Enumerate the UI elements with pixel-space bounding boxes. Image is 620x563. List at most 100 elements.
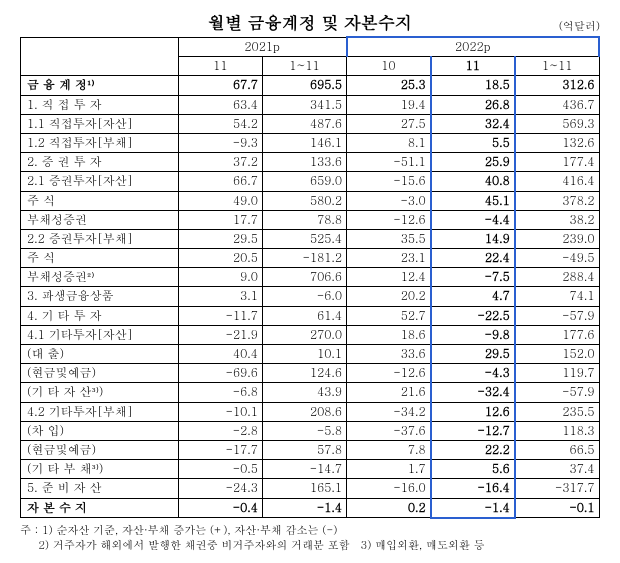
cell: 341.5 <box>262 95 346 114</box>
row-label: 5. 준 비 자 산 <box>21 479 179 498</box>
page-title: 월별 금융계정 및 자본수지 <box>20 10 600 34</box>
cell: -1.4 <box>262 498 346 518</box>
header-2021-c0: 11 <box>178 57 262 76</box>
cell: 52.7 <box>347 306 431 325</box>
cell: 20.2 <box>347 287 431 306</box>
table-row: 4. 기 타 투 자-11.761.452.7-22.5-57.9 <box>21 306 600 325</box>
table-row: (현금및예금)-69.6124.6-12.6-4.3119.7 <box>21 364 600 383</box>
table-row: (기 타 자 산³⁾)-6.843.921.6-32.4-57.9 <box>21 383 600 402</box>
table-header: 2021p 2022p 11 1~11 10 11 1~11 <box>21 37 600 76</box>
cell: 152.0 <box>515 345 599 364</box>
header-2021-c1: 1~11 <box>262 57 346 76</box>
table-row: (대 출)40.410.133.629.5152.0 <box>21 345 600 364</box>
cell: -49.5 <box>515 249 599 268</box>
cell: 29.5 <box>431 345 515 364</box>
table-row: 2.1 증권투자[자산]66.7659.0-15.640.8416.4 <box>21 172 600 191</box>
cell: -6.8 <box>178 383 262 402</box>
cell: -6.0 <box>262 287 346 306</box>
cell: 7.8 <box>347 440 431 459</box>
table-row: 4.2 기타투자[부채]-10.1208.6-34.212.6235.5 <box>21 402 600 421</box>
row-label: 주 식 <box>21 191 179 210</box>
row-label: (차 입) <box>21 421 179 440</box>
cell: 33.6 <box>347 345 431 364</box>
cell: 21.6 <box>347 383 431 402</box>
cell: 9.0 <box>178 268 262 287</box>
cell: 1.7 <box>347 460 431 479</box>
cell: 416.4 <box>515 172 599 191</box>
cell: -57.9 <box>515 383 599 402</box>
cell: 66.7 <box>178 172 262 191</box>
footnotes: 주 : 1) 순자산 기준, 자산·부채 증가는 (+), 자산·부채 감소는 … <box>20 523 600 554</box>
table-row: (기 타 부 채³⁾)-0.5-14.71.75.637.4 <box>21 460 600 479</box>
cell: -12.6 <box>347 364 431 383</box>
cell: 49.0 <box>178 191 262 210</box>
cell: -16.0 <box>347 479 431 498</box>
cell: 12.4 <box>347 268 431 287</box>
data-table: 2021p 2022p 11 1~11 10 11 1~11 금 융 계 정¹⁾… <box>20 36 600 519</box>
table-row: 주 식20.5-181.223.122.4-49.5 <box>21 249 600 268</box>
header-blank <box>21 37 179 76</box>
cell: 40.4 <box>178 345 262 364</box>
cell: -4.4 <box>431 210 515 229</box>
cell: -17.7 <box>178 440 262 459</box>
cell: 18.5 <box>431 76 515 95</box>
cell: 19.4 <box>347 95 431 114</box>
table-row: (차 입)-2.8-5.8-37.6-12.7118.3 <box>21 421 600 440</box>
cell: 119.7 <box>515 364 599 383</box>
cell: 26.8 <box>431 95 515 114</box>
row-label: 1. 직 접 투 자 <box>21 95 179 114</box>
cell: -37.6 <box>347 421 431 440</box>
cell: 235.5 <box>515 402 599 421</box>
header-2022-c0: 10 <box>347 57 431 76</box>
table-row: 1.1 직접투자[자산]54.2487.627.532.4569.3 <box>21 114 600 133</box>
cell: -24.3 <box>178 479 262 498</box>
cell: 132.6 <box>515 133 599 152</box>
cell: -4.3 <box>431 364 515 383</box>
cell: 239.0 <box>515 229 599 248</box>
cell: 436.7 <box>515 95 599 114</box>
table-row: 부채성증권²⁾9.0706.612.4-7.5288.4 <box>21 268 600 287</box>
cell: 525.4 <box>262 229 346 248</box>
cell: -1.4 <box>431 498 515 518</box>
cell: -51.1 <box>347 153 431 172</box>
cell: -16.4 <box>431 479 515 498</box>
cell: -2.8 <box>178 421 262 440</box>
cell: 165.1 <box>262 479 346 498</box>
cell: -0.4 <box>178 498 262 518</box>
cell: 118.3 <box>515 421 599 440</box>
table-row: 금 융 계 정¹⁾67.7695.525.318.5312.6 <box>21 76 600 95</box>
cell: 45.1 <box>431 191 515 210</box>
cell: 22.2 <box>431 440 515 459</box>
header-year-2022: 2022p <box>347 37 599 57</box>
table-body: 금 융 계 정¹⁾67.7695.525.318.5312.61. 직 접 투 … <box>21 76 600 518</box>
table-row: 자 본 수 지-0.4-1.40.2-1.4-0.1 <box>21 498 600 518</box>
cell: -9.8 <box>431 325 515 344</box>
row-label: 2.2 증권투자[부채] <box>21 229 179 248</box>
table-row: 5. 준 비 자 산-24.3165.1-16.0-16.4-317.7 <box>21 479 600 498</box>
row-label: 1.2 직접투자[부채] <box>21 133 179 152</box>
cell: -22.5 <box>431 306 515 325</box>
row-label: 금 융 계 정¹⁾ <box>21 76 179 95</box>
table-row: 주 식49.0580.2-3.045.1378.2 <box>21 191 600 210</box>
row-label: 4. 기 타 투 자 <box>21 306 179 325</box>
cell: -12.6 <box>347 210 431 229</box>
cell: 61.4 <box>262 306 346 325</box>
footnote-1: 주 : 1) 순자산 기준, 자산·부채 증가는 (+), 자산·부채 감소는 … <box>20 523 600 538</box>
cell: 54.2 <box>178 114 262 133</box>
unit-label: (억달러) <box>559 19 600 34</box>
header-2022-c1: 11 <box>431 57 515 76</box>
cell: 25.3 <box>347 76 431 95</box>
cell: 4.7 <box>431 287 515 306</box>
cell: -0.1 <box>515 498 599 518</box>
cell: 25.9 <box>431 153 515 172</box>
row-label: 1.1 직접투자[자산] <box>21 114 179 133</box>
header-2022-c2: 1~11 <box>515 57 599 76</box>
row-label: 2. 증 권 투 자 <box>21 153 179 172</box>
row-label: 4.2 기타투자[부채] <box>21 402 179 421</box>
table-row: 4.1 기타투자[자산]-21.9270.018.6-9.8177.6 <box>21 325 600 344</box>
cell: 133.6 <box>262 153 346 172</box>
cell: 32.4 <box>431 114 515 133</box>
cell: 66.5 <box>515 440 599 459</box>
cell: 10.1 <box>262 345 346 364</box>
row-label: 자 본 수 지 <box>21 498 179 518</box>
